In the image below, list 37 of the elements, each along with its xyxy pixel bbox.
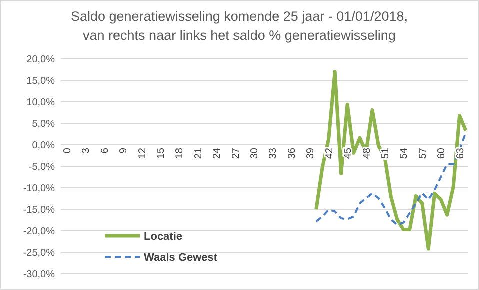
x-tick-label: 30 (250, 148, 261, 160)
x-tick-label: 21 (193, 148, 204, 160)
y-tick-label: 0,0% (32, 140, 56, 152)
x-tick-label: 24 (212, 148, 224, 160)
y-tick-label: -25,0% (23, 248, 56, 259)
y-tick-label: 5,0% (32, 119, 56, 130)
y-tick-label: -15,0% (23, 205, 56, 216)
x-tick-label: 9 (118, 148, 130, 154)
x-tick-label: 39 (306, 148, 317, 160)
x-tick-label: 12 (137, 148, 148, 160)
legend-label: Waals Gewest (144, 252, 218, 264)
x-tick-label: 18 (174, 148, 186, 160)
x-tick-label: 0 (62, 148, 74, 154)
y-tick-label: -20,0% (23, 226, 56, 238)
x-tick-label: 48 (362, 148, 373, 160)
y-tick-label: 15,0% (26, 76, 56, 87)
x-tick-label: 54 (399, 148, 410, 160)
x-tick-label: 63 (455, 148, 466, 160)
y-tick-label: -10,0% (23, 184, 56, 194)
y-tick-label: -30,0% (23, 270, 56, 280)
x-tick-label: 60 (436, 148, 448, 160)
x-tick-label: 27 (230, 148, 242, 160)
chart-title: Saldo generatiewisseling komende 25 jaar - 01/01/2018, van rechts naar links het saldo % generatiewisseling (71, 9, 408, 43)
x-tick-label: 15 (156, 148, 168, 160)
x-tick-label: 42 (324, 148, 336, 160)
x-tick-label: 51 (380, 148, 392, 160)
y-tick-label: -5,0% (28, 162, 56, 173)
x-tick-label: 33 (268, 148, 280, 160)
line-series (314, 70, 468, 251)
legend-label: Locatie (144, 230, 183, 243)
x-tick-label: 45 (343, 148, 354, 160)
y-tick-label: 20,0% (26, 54, 56, 66)
x-tick-label: 36 (286, 148, 298, 160)
y-tick-label: 10,0% (26, 98, 56, 108)
x-tick-label: 3 (81, 148, 92, 154)
x-tick-label: 6 (100, 148, 111, 154)
x-tick-label: 57 (418, 148, 429, 160)
